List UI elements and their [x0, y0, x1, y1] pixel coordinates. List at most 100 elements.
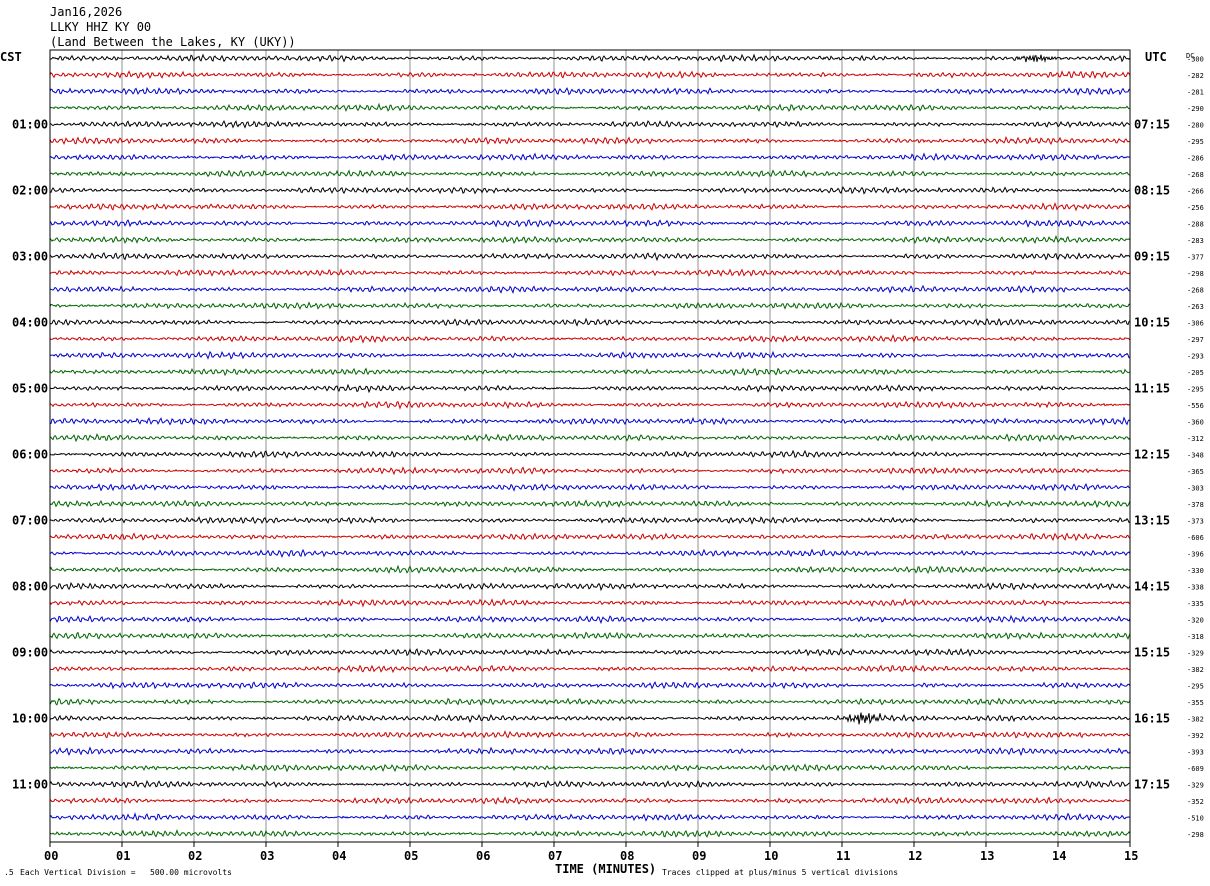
trace-row-37 — [49, 647, 1131, 657]
trace-row-24 — [49, 433, 1131, 443]
right-hour-label: 16:15 — [1134, 711, 1170, 725]
x-tick-label: 14 — [1052, 849, 1066, 863]
trace-row-20 — [49, 367, 1131, 377]
right-hour-label: 10:15 — [1134, 315, 1170, 329]
dc-offset-label: -382 — [1187, 715, 1204, 723]
trace-row-10 — [49, 202, 1131, 212]
right-hour-label: 11:15 — [1134, 381, 1170, 395]
dc-offset-label: -205 — [1187, 369, 1204, 377]
dc-offset-label: -312 — [1187, 435, 1204, 443]
left-hour-label: 04:00 — [12, 315, 48, 329]
trace-row-18 — [49, 334, 1131, 344]
left-hour-label: 05:00 — [12, 381, 48, 395]
x-tick-label: 15 — [1124, 849, 1138, 863]
trace-row-23 — [49, 416, 1131, 426]
dc-offset-label: -329 — [1187, 649, 1204, 657]
right-hour-label: 13:15 — [1134, 513, 1170, 527]
left-hour-label: 09:00 — [12, 645, 48, 659]
dc-offset-label: -286 — [1187, 154, 1204, 162]
x-tick-label: 09 — [692, 849, 706, 863]
dc-offset-label: -396 — [1187, 550, 1204, 558]
left-hour-label: 01:00 — [12, 117, 48, 131]
trace-row-15 — [49, 284, 1131, 295]
trace-row-27 — [49, 482, 1131, 492]
left-hour-labels: 01:00 02:00 03:00 04:00 05:00 06:00 07:00 08:00… — [12, 117, 48, 791]
dc-offset-label: -365 — [1187, 468, 1204, 476]
trace-row-38 — [49, 664, 1131, 674]
dc-offset-label: -297 — [1187, 336, 1204, 344]
trace-row-33 — [49, 581, 1131, 592]
trace-row-25 — [49, 449, 1131, 459]
trace-row-40 — [49, 697, 1131, 706]
trace-row-17 — [49, 317, 1131, 327]
dc-offset-label: -348 — [1187, 451, 1204, 459]
dc-offset-label: -298 — [1187, 270, 1204, 278]
right-hour-labels: 07:15 08:15 09:15 10:15 11:15 12:15 13:15 14:15… — [1134, 117, 1170, 791]
trace-row-36 — [50, 631, 1131, 641]
trace-group — [49, 53, 1131, 838]
right-hour-label: 15:15 — [1134, 645, 1170, 659]
right-hour-label: 14:15 — [1134, 579, 1170, 593]
trace-row-44 — [49, 763, 1131, 773]
dc-offset-label: -352 — [1187, 798, 1204, 806]
right-hour-label: 17:15 — [1134, 777, 1170, 791]
trace-row-21 — [49, 383, 1131, 394]
trace-row-26 — [50, 466, 1131, 476]
x-tick-label: 07 — [548, 849, 562, 863]
right-hour-label: 09:15 — [1134, 249, 1170, 263]
dc-offset-label: -392 — [1187, 732, 1204, 740]
dc-offset-label: -266 — [1187, 187, 1204, 195]
dc-offset-label: -556 — [1187, 402, 1204, 410]
dc-offset-label: -320 — [1187, 616, 1204, 624]
dc-offset-label: -360 — [1187, 418, 1204, 426]
right-hour-label: 12:15 — [1134, 447, 1170, 461]
dc-offset-label: -256 — [1187, 204, 1204, 212]
dc-offset-label: -609 — [1187, 765, 1204, 773]
trace-row-9 — [49, 186, 1131, 195]
trace-row-42 — [49, 730, 1131, 739]
trace-row-5 — [49, 119, 1131, 129]
station-label: LLKY HHZ KY 00 — [50, 20, 151, 34]
x-tick-label: 06 — [476, 849, 490, 863]
trace-row-22 — [49, 400, 1131, 410]
trace-row-28 — [49, 499, 1131, 509]
dc-offset-label: -377 — [1187, 253, 1204, 261]
trace-row-11 — [49, 219, 1130, 228]
dc-offset-label: -303 — [1187, 484, 1204, 492]
dc-header-label: DC — [1186, 52, 1194, 60]
x-tick-label: 08 — [620, 849, 634, 863]
dc-offset-label: -335 — [1187, 600, 1204, 608]
dc-offset-label: -290 — [1187, 105, 1204, 113]
corner-mark: .5 — [4, 868, 14, 877]
trace-row-13 — [49, 251, 1131, 262]
left-hour-label: 08:00 — [12, 579, 48, 593]
dc-offset-label: -280 — [1187, 121, 1204, 129]
date-label: Jan16,2026 — [50, 5, 122, 19]
dc-offset-label: -338 — [1187, 583, 1204, 591]
trace-row-12 — [49, 235, 1131, 245]
trace-row-41 — [49, 712, 1131, 725]
trace-row-31 — [49, 548, 1131, 559]
x-tick-label: 13 — [980, 849, 994, 863]
dc-offset-label: -282 — [1187, 72, 1204, 80]
dc-offset-label: -393 — [1187, 748, 1204, 756]
left-hour-label: 03:00 — [12, 249, 48, 263]
dc-offset-label: -283 — [1187, 237, 1204, 245]
dc-offset-label: -268 — [1187, 286, 1204, 294]
trace-row-4 — [49, 102, 1131, 113]
trace-row-39 — [49, 681, 1131, 690]
trace-row-47 — [49, 812, 1131, 822]
x-axis-ticks: 00 01 02 03 04 05 06 07 08 09 10 11 12 13 14 15 — [44, 842, 1138, 863]
right-hour-label: 07:15 — [1134, 117, 1170, 131]
trace-row-32 — [49, 564, 1131, 574]
dc-offset-label: -373 — [1187, 517, 1204, 525]
trace-row-48 — [49, 828, 1131, 838]
trace-row-45 — [49, 779, 1131, 789]
trace-row-43 — [49, 746, 1131, 757]
trace-row-7 — [49, 152, 1131, 162]
dc-offset-label: -306 — [1187, 319, 1204, 327]
dc-offset-label: -268 — [1187, 171, 1204, 179]
left-hour-label: 11:00 — [12, 777, 48, 791]
trace-row-8 — [49, 169, 1131, 178]
